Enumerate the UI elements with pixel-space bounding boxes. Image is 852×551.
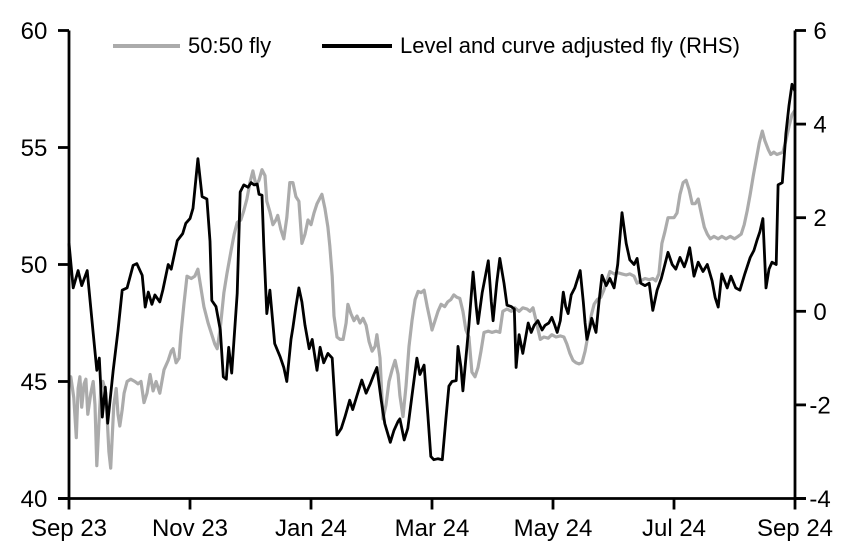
svg-text:45: 45	[21, 369, 48, 396]
svg-text:Jul 24: Jul 24	[642, 515, 706, 542]
svg-text:Sep 24: Sep 24	[757, 515, 833, 542]
svg-text:-4: -4	[809, 486, 830, 513]
svg-text:6: 6	[813, 18, 826, 45]
svg-text:50: 50	[21, 252, 48, 279]
svg-text:Mar 24: Mar 24	[395, 515, 470, 542]
svg-text:2: 2	[813, 205, 826, 232]
svg-text:55: 55	[21, 135, 48, 162]
svg-text:Nov 23: Nov 23	[152, 515, 228, 542]
svg-text:May 24: May 24	[514, 515, 593, 542]
svg-text:4: 4	[813, 112, 826, 139]
svg-text:-2: -2	[809, 392, 830, 419]
svg-text:40: 40	[21, 486, 48, 513]
svg-text:Sep 23: Sep 23	[31, 515, 107, 542]
svg-text:60: 60	[21, 18, 48, 45]
svg-text:0: 0	[813, 299, 826, 326]
svg-text:Jan 24: Jan 24	[275, 515, 347, 542]
